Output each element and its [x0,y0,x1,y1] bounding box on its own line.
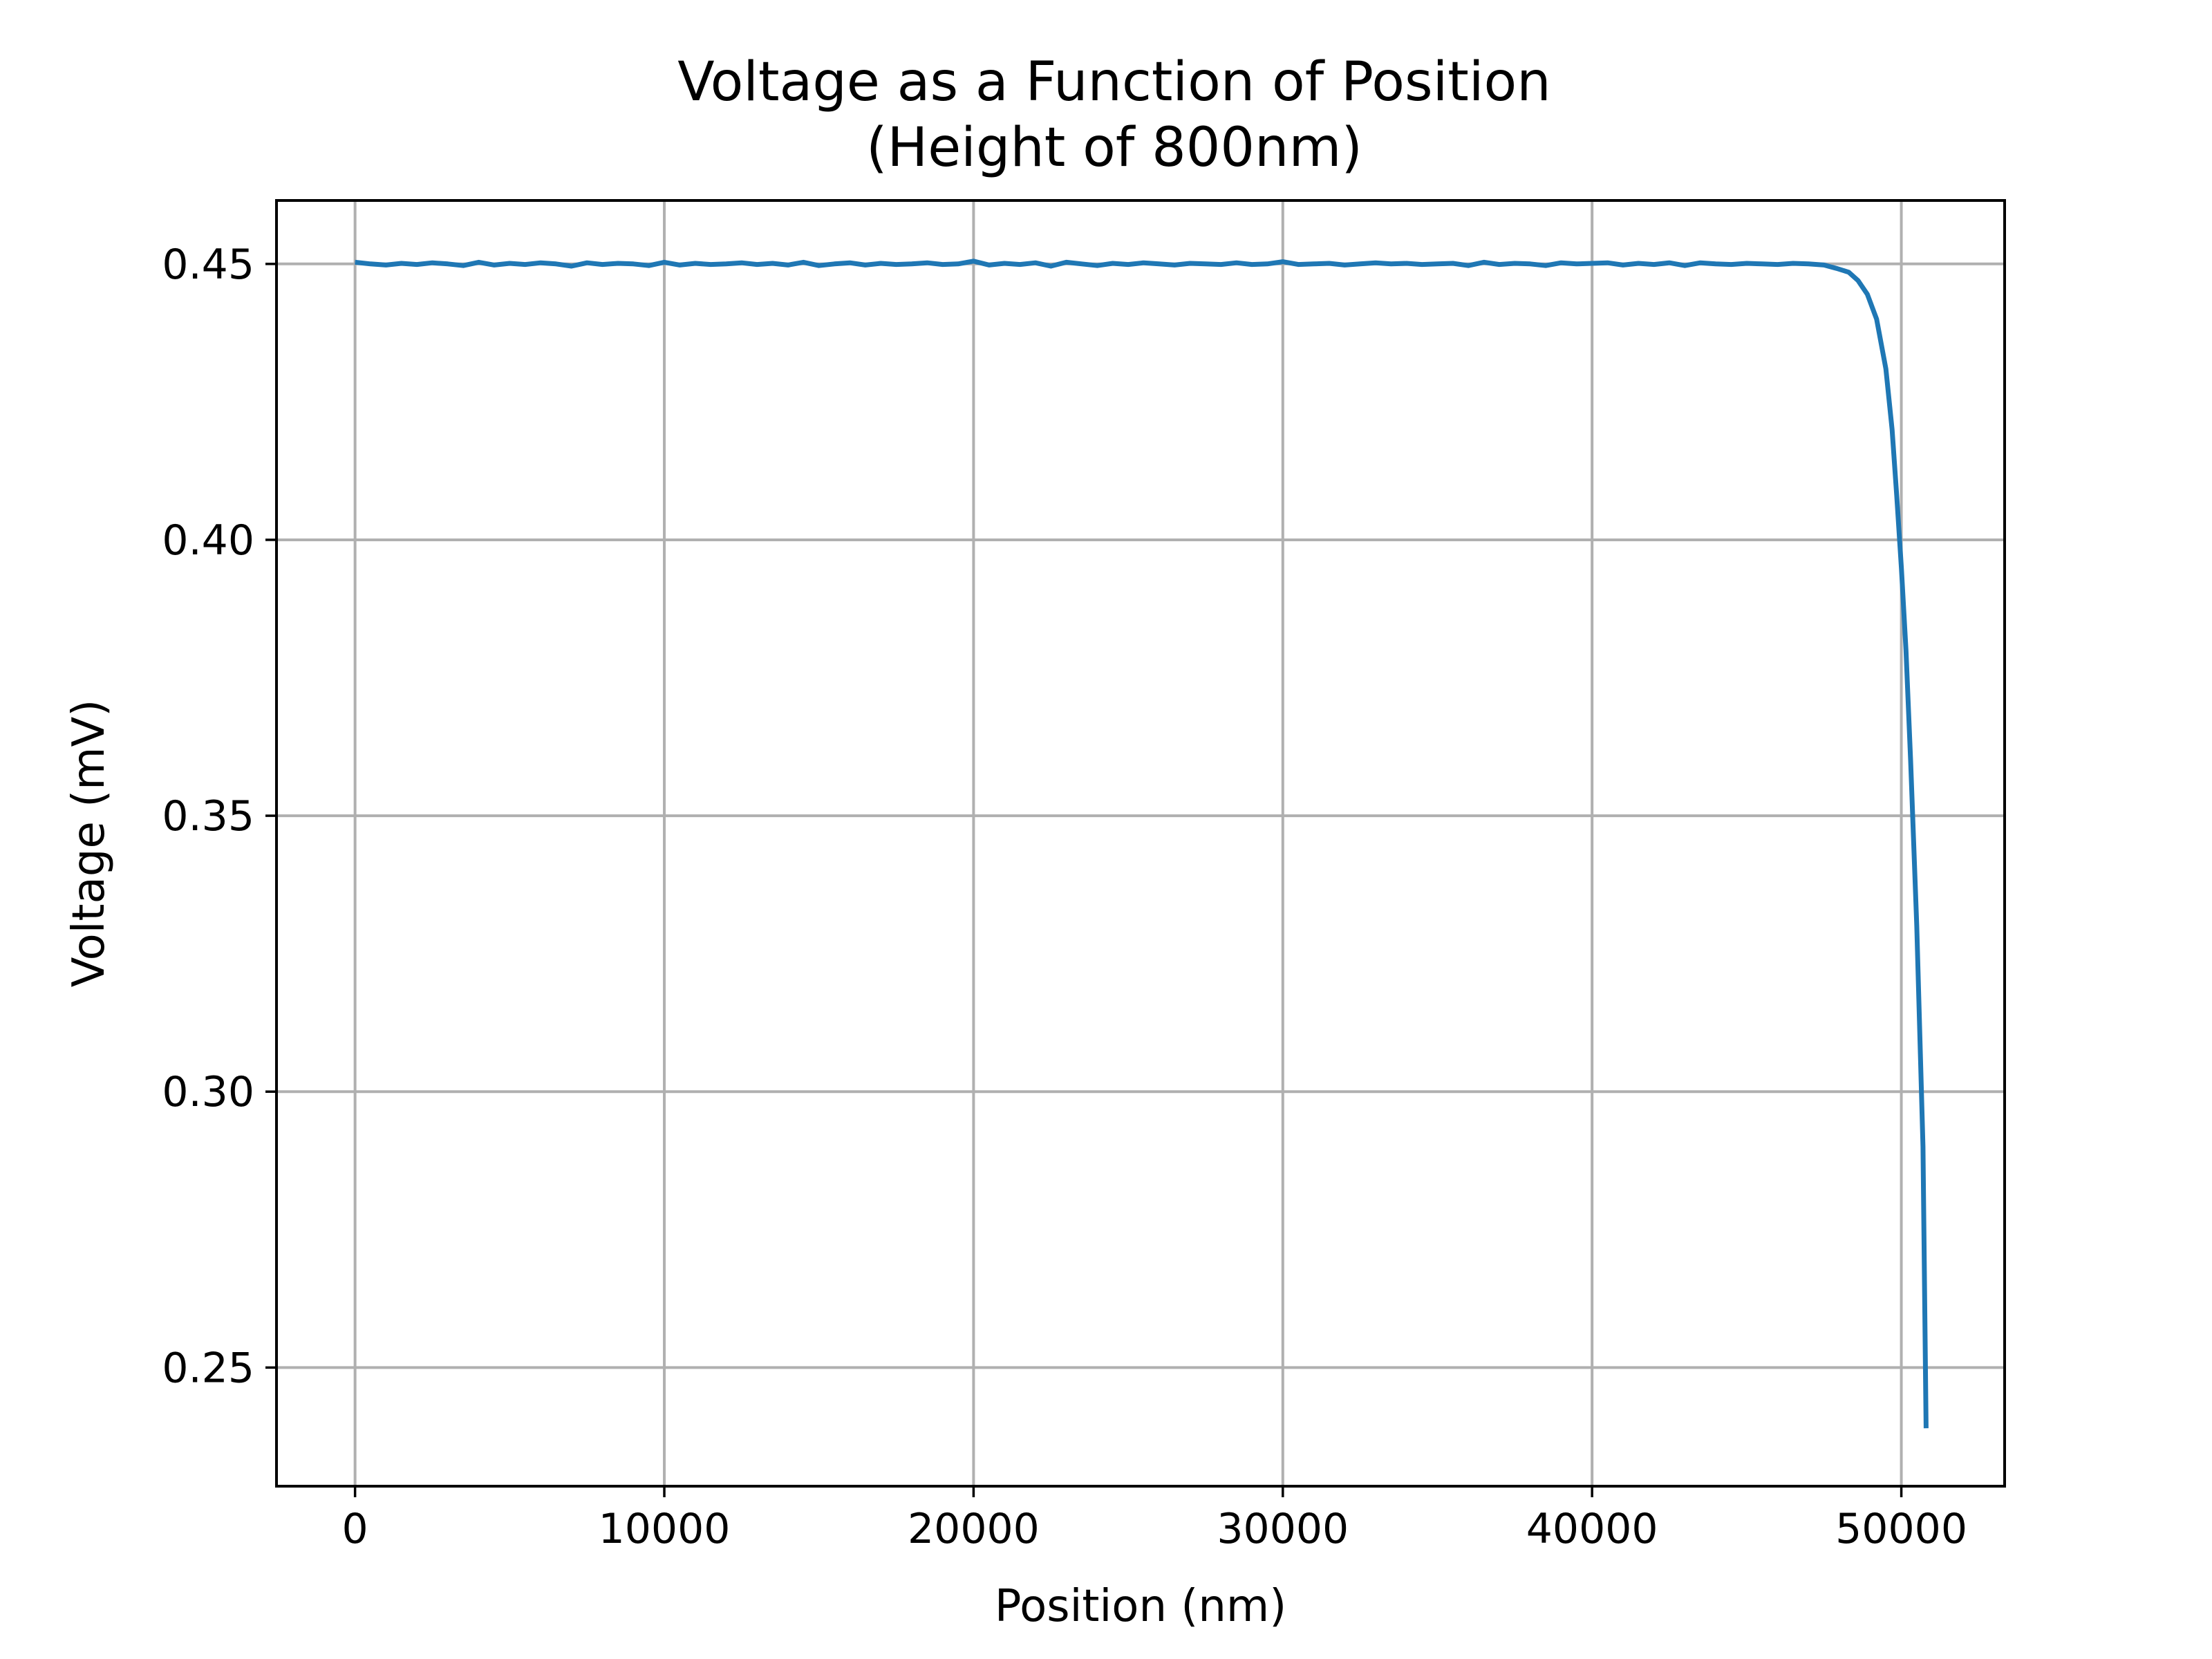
x-tick-label: 10000 [599,1505,731,1553]
y-tick-label: 0.35 [162,792,254,841]
y-tick-label: 0.30 [162,1068,254,1116]
x-tick-label: 40000 [1526,1505,1658,1553]
x-tick-label: 20000 [908,1505,1040,1553]
y-axis-label: Voltage (mV) [64,700,115,987]
y-tick-label: 0.25 [162,1344,254,1392]
y-tick-label: 0.40 [162,516,254,565]
chart-title: Voltage as a Function of Position [677,51,1550,113]
plot-area-frame [275,199,2006,1488]
x-axis-label: Position (nm) [995,1581,1286,1632]
series-line-0 [355,259,1929,1429]
chart-subtitle: (Height of 800nm) [866,117,1362,179]
series-group [355,259,1929,1429]
axis-ticks: 0 10000 20000 30000 40000 50000 0.25 0.30 0.35 0.… [162,241,1967,1553]
x-tick-label: 50000 [1835,1505,1967,1553]
x-tick-label: 0 [342,1505,368,1553]
y-tick-label: 0.45 [162,241,254,289]
x-tick-label: 30000 [1217,1505,1349,1553]
